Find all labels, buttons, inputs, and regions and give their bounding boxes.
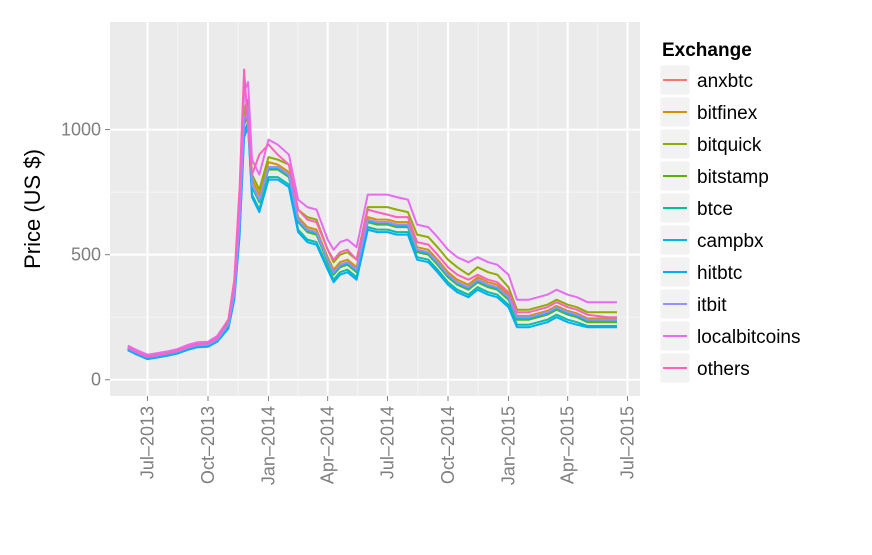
y-axis: 0 500 1000	[61, 120, 110, 390]
x-tick-label: Jul–2013	[137, 406, 157, 479]
x-tick-label: Jan–2015	[498, 406, 518, 485]
legend-label-others: others	[697, 359, 750, 380]
legend-label-bitquick: bitquick	[697, 135, 762, 156]
x-axis: Jul–2013 Oct–2013 Jan–2014 Apr–2014 Jul–2014…	[137, 396, 638, 485]
x-tick-label: Apr–2015	[558, 406, 578, 484]
x-tick-label: Jul–2014	[377, 406, 397, 479]
legend-label-campbx: campbx	[697, 231, 764, 252]
legend-label-localbitcoins: localbitcoins	[697, 327, 801, 348]
legend-label-itbit: itbit	[697, 295, 727, 316]
y-axis-title: Price (US $)	[20, 149, 45, 269]
legend-label-bitfinex: bitfinex	[697, 103, 758, 124]
y-tick-label: 0	[91, 370, 101, 390]
y-tick-label: 500	[71, 245, 101, 265]
y-tick-label: 1000	[61, 120, 101, 140]
series-line-others	[127, 68, 617, 358]
plot-background	[110, 22, 640, 396]
legend-label-btce: btce	[697, 199, 733, 220]
series-line-itbit	[127, 108, 617, 359]
x-tick-label: Oct–2014	[438, 406, 458, 484]
series-line-localbitcoins	[127, 81, 617, 356]
legend-label-bitstamp: bitstamp	[697, 167, 769, 188]
grid-lines	[110, 22, 640, 396]
legend: Exchange anxbtc bitfinex bitquick bitstamp b…	[659, 40, 801, 384]
x-tick-label: Jul–2015	[618, 406, 638, 479]
series-lines	[127, 68, 617, 361]
legend-label-anxbtc: anxbtc	[697, 71, 753, 92]
legend-label-hitbtc: hitbtc	[697, 263, 742, 284]
series-line-hitbtc	[127, 126, 617, 361]
x-tick-label: Oct–2013	[198, 406, 218, 484]
x-tick-label: Jan–2014	[258, 406, 278, 485]
x-tick-label: Apr–2014	[318, 406, 338, 484]
legend-title: Exchange	[662, 40, 752, 61]
